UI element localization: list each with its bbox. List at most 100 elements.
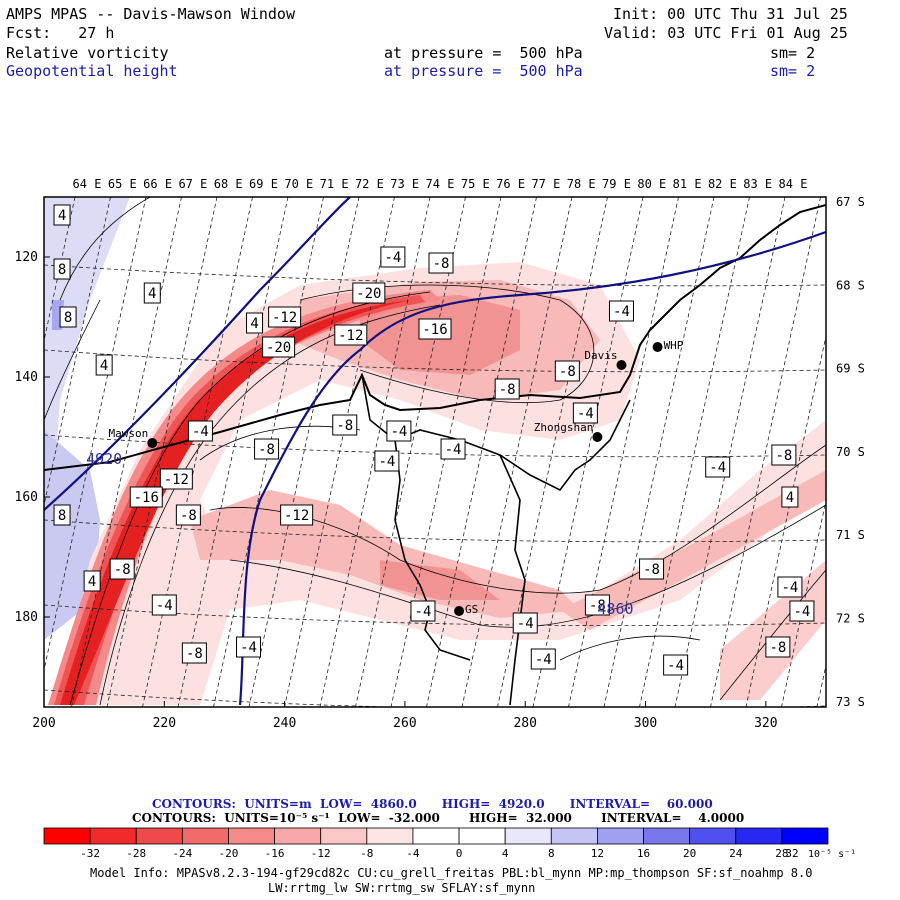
latitude-tick-label: 69 S xyxy=(836,362,865,376)
vorticity-label-text: -4 xyxy=(667,658,684,674)
colorbar-label: 8 xyxy=(548,847,555,860)
colorbar-swatch xyxy=(458,827,506,845)
negative-vorticity-fill xyxy=(560,470,826,630)
y-tick-label: 120 xyxy=(15,250,38,265)
longitude-tick-label: 76 E xyxy=(496,177,525,191)
x-tick-label: 240 xyxy=(273,716,296,731)
colorbar-swatch xyxy=(89,827,137,845)
colorbar-swatch xyxy=(689,827,737,845)
height-contour-info: CONTOURS: UNITS=m LOW= 4860.0 HIGH= 4920… xyxy=(152,797,713,811)
colorbar-swatch xyxy=(320,827,368,845)
vorticity-label-text: -8 xyxy=(775,448,792,464)
vorticity-label-text: -8 xyxy=(433,256,450,272)
y-tick-label: 180 xyxy=(15,610,38,625)
longitude-tick-label: 72 E xyxy=(355,177,384,191)
field1-level: at pressure = 500 hPa xyxy=(384,44,583,62)
station-marker: Mawson xyxy=(109,427,158,448)
height-labels: 4920 4860 xyxy=(86,450,633,618)
vorticity-contour-label: -8 xyxy=(181,642,207,664)
plot-title: AMPS MPAS -- Davis-Mawson Window xyxy=(6,5,295,23)
vorticity-contour-label: -16 xyxy=(129,486,163,508)
colorbar-swatch xyxy=(274,827,322,845)
vorticity-label-text: -16 xyxy=(134,490,159,506)
field2-name: Geopotential height xyxy=(6,62,178,80)
vorticity-contour-label: -4 xyxy=(705,456,731,478)
vorticity-contour-label: -20 xyxy=(352,282,386,304)
vorticity-contour-label: -4 xyxy=(530,648,556,670)
vorticity-contour-label: -8 xyxy=(332,414,358,436)
vorticity-label-text: -8 xyxy=(180,508,197,524)
y-tick-label: 160 xyxy=(15,490,38,505)
plot-frame xyxy=(43,196,827,708)
x-axis-ticks: 200 220 240 260 280 300 320 xyxy=(32,701,778,731)
vorticity-contour-label: 8 xyxy=(53,258,71,280)
vorticity-label-text: -8 xyxy=(559,364,576,380)
vorticity-contour-label: -8 xyxy=(254,438,280,460)
vorticity-contour-label: -8 xyxy=(771,444,797,466)
vorticity-contour-label: -12 xyxy=(334,324,368,346)
vorticity-contour-label: 4 xyxy=(95,354,113,376)
height-contour-label: 4860 xyxy=(597,600,633,618)
latitude-tick-label: 72 S xyxy=(836,612,865,626)
colorbar-label: -28 xyxy=(126,847,146,860)
vorticity-label-text: -4 xyxy=(517,616,534,632)
latitude-tick-label: 71 S xyxy=(836,528,865,542)
colorbar-label: 16 xyxy=(637,847,650,860)
longitude-tick-label: 69 E xyxy=(249,177,278,191)
longitude-tick-label: 78 E xyxy=(567,177,596,191)
colorbar-units: 10⁻⁵ s⁻¹ xyxy=(808,849,856,860)
x-tick-label: 200 xyxy=(32,716,55,731)
colorbar-label: -12 xyxy=(311,847,331,860)
x-tick-label: 220 xyxy=(153,716,176,731)
vorticity-label-text: -4 xyxy=(577,406,594,422)
vorticity-contour-label: -16 xyxy=(418,318,452,340)
longitude-tick-label: 73 E xyxy=(390,177,419,191)
vorticity-label-text: -4 xyxy=(445,442,462,458)
colorbar-swatch xyxy=(504,827,552,845)
station-name: WHP xyxy=(664,339,684,352)
station-name: Zhongshan xyxy=(534,421,594,434)
longitude-tick-label: 79 E xyxy=(602,177,631,191)
vorticity-contour-label: -8 xyxy=(109,558,135,580)
vorticity-contour-label: 8 xyxy=(53,504,71,526)
longitude-tick-label: 68 E xyxy=(214,177,243,191)
model-info-physics: LW:rrtmg_lw SW:rrtmg_sw SFLAY:sf_mynn xyxy=(268,881,536,895)
negative-vorticity-fill xyxy=(380,560,500,600)
vorticity-label-text: -8 xyxy=(643,562,660,578)
colorbar-label: 12 xyxy=(591,847,604,860)
field2-level: at pressure = 500 hPa xyxy=(384,62,583,80)
vorticity-label-text: -12 xyxy=(164,472,189,488)
vorticity-label-text: -8 xyxy=(499,382,516,398)
colorbar-swatch xyxy=(412,827,460,845)
station-marker: WHP xyxy=(652,339,684,352)
vorticity-contour-label: 4 xyxy=(246,312,264,334)
ice-boundary xyxy=(394,439,471,661)
vorticity-label-text: -20 xyxy=(356,286,381,302)
vorticity-contour-label: -4 xyxy=(608,300,634,322)
x-tick-label: 320 xyxy=(754,716,777,731)
vorticity-contour-label: -4 xyxy=(789,600,815,622)
vorticity-label-text: 8 xyxy=(64,310,72,326)
vorticity-contour-label: -8 xyxy=(428,252,454,274)
vorticity-contour-label: 4 xyxy=(53,204,71,226)
latitude-tick-label: 68 S xyxy=(836,278,865,292)
longitude-tick-label: 75 E xyxy=(461,177,490,191)
vorticity-contour-label: -12 xyxy=(159,468,193,490)
station-name: Mawson xyxy=(109,427,149,440)
field1-name: Relative vorticity xyxy=(6,44,169,62)
vorticity-label-text: 4 xyxy=(250,316,258,332)
init-time: Init: 00 UTC Thu 31 Jul 25 xyxy=(613,5,848,23)
station-dot xyxy=(616,360,627,370)
vorticity-contour-label: 4 xyxy=(83,570,101,592)
x-tick-label: 260 xyxy=(393,716,416,731)
colorbar-swatch xyxy=(735,827,783,845)
station-name: GS xyxy=(465,603,478,616)
colorbar-swatch xyxy=(135,827,183,845)
colorbar-label: -32 xyxy=(80,847,100,860)
stations: Mawson Davis WHP Zhongshan GS xyxy=(109,339,684,616)
station-dot xyxy=(592,432,603,442)
vorticity-label-text: -4 xyxy=(535,652,552,668)
colorbar-label: 28 xyxy=(775,847,788,860)
vorticity-label-text: -12 xyxy=(272,310,297,326)
colorbar-label: -8 xyxy=(360,847,373,860)
